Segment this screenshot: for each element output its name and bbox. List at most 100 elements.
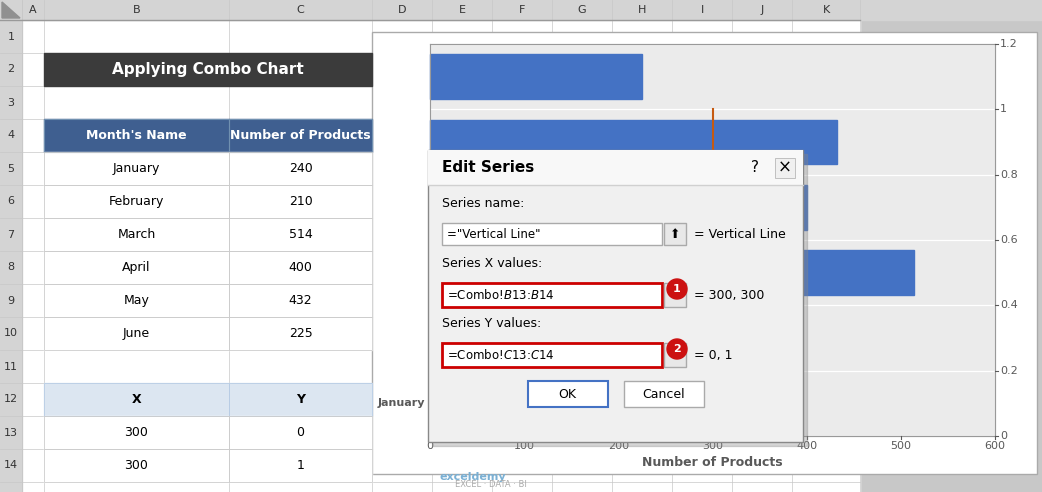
Bar xyxy=(372,32,1037,474)
Bar xyxy=(430,316,627,360)
Bar xyxy=(428,150,803,185)
Text: 514: 514 xyxy=(289,228,313,241)
Bar xyxy=(44,119,229,152)
Circle shape xyxy=(667,339,687,359)
Text: 0: 0 xyxy=(426,441,433,451)
Text: ⬆: ⬆ xyxy=(670,348,680,362)
Text: 500: 500 xyxy=(890,441,912,451)
Bar xyxy=(44,416,229,449)
Bar xyxy=(775,158,795,178)
Bar xyxy=(229,449,372,482)
Bar xyxy=(229,152,372,185)
Bar xyxy=(430,381,656,426)
Bar xyxy=(229,284,372,317)
Text: 7: 7 xyxy=(7,229,15,240)
Text: 0.8: 0.8 xyxy=(1000,170,1018,180)
Text: March: March xyxy=(118,228,155,241)
Bar xyxy=(44,251,229,284)
Text: 300: 300 xyxy=(125,459,148,472)
Bar xyxy=(44,317,229,350)
Bar xyxy=(44,218,229,251)
Text: 1: 1 xyxy=(7,31,15,41)
Text: 2: 2 xyxy=(673,344,680,354)
Text: 432: 432 xyxy=(289,294,313,307)
Text: Y: Y xyxy=(296,393,305,406)
Bar xyxy=(44,284,229,317)
Text: 0: 0 xyxy=(1000,431,1007,441)
Bar xyxy=(430,250,914,295)
Text: J: J xyxy=(761,5,764,15)
Text: 300: 300 xyxy=(702,441,723,451)
Text: D: D xyxy=(398,5,406,15)
Text: 240: 240 xyxy=(289,162,313,175)
Text: Number of Products: Number of Products xyxy=(642,456,783,469)
Bar xyxy=(428,150,803,442)
Text: B: B xyxy=(132,5,141,15)
Text: OK: OK xyxy=(559,388,576,400)
Bar xyxy=(664,223,686,245)
Text: ⬆: ⬆ xyxy=(670,227,680,241)
Text: ×: × xyxy=(778,159,792,177)
Text: ⬆: ⬆ xyxy=(670,288,680,302)
Bar xyxy=(442,343,662,367)
Text: 1: 1 xyxy=(1000,104,1007,114)
Text: 400: 400 xyxy=(796,441,817,451)
Bar xyxy=(229,416,372,449)
Text: 9: 9 xyxy=(7,296,15,306)
Text: 10: 10 xyxy=(4,329,18,338)
Text: 3: 3 xyxy=(7,97,15,107)
Text: = 0, 1: = 0, 1 xyxy=(694,348,733,362)
Text: X: X xyxy=(131,393,142,406)
Text: 6: 6 xyxy=(7,196,15,207)
Bar xyxy=(229,218,372,251)
Text: = Vertical Line: = Vertical Line xyxy=(694,227,786,241)
Bar xyxy=(44,416,229,449)
Text: 0.2: 0.2 xyxy=(1000,366,1018,376)
Bar xyxy=(22,20,860,492)
Text: 300: 300 xyxy=(125,426,148,439)
Text: April: April xyxy=(122,261,151,274)
Bar xyxy=(229,284,372,317)
Bar xyxy=(432,154,807,446)
Text: C: C xyxy=(297,5,304,15)
Polygon shape xyxy=(2,2,20,18)
Bar xyxy=(229,317,372,350)
Bar xyxy=(229,317,372,350)
Text: 0.6: 0.6 xyxy=(1000,235,1018,245)
Bar xyxy=(229,152,372,185)
Text: 1: 1 xyxy=(297,459,304,472)
Text: Series name:: Series name: xyxy=(442,197,524,210)
Bar xyxy=(430,185,807,230)
Bar xyxy=(229,119,372,152)
Text: I: I xyxy=(700,5,703,15)
Text: 12: 12 xyxy=(4,395,18,404)
Bar xyxy=(430,120,837,164)
Text: Series X values:: Series X values: xyxy=(442,257,542,270)
Text: Cancel: Cancel xyxy=(642,388,685,400)
Text: Number of Products: Number of Products xyxy=(230,129,371,142)
Text: 8: 8 xyxy=(7,263,15,273)
Text: 4: 4 xyxy=(7,130,15,141)
Text: June: June xyxy=(123,327,150,340)
Text: 210: 210 xyxy=(289,195,313,208)
Text: =Combo!$B$13:$B$14: =Combo!$B$13:$B$14 xyxy=(447,288,554,302)
Text: 225: 225 xyxy=(289,327,313,340)
Bar xyxy=(229,449,372,482)
Text: May: May xyxy=(124,294,149,307)
Text: 14: 14 xyxy=(4,461,18,470)
Bar xyxy=(229,185,372,218)
Bar xyxy=(664,283,686,307)
Bar xyxy=(44,185,229,218)
Text: Applying Combo Chart: Applying Combo Chart xyxy=(113,62,304,77)
Text: F: F xyxy=(519,5,525,15)
Bar xyxy=(44,317,229,350)
Bar xyxy=(0,0,1042,20)
Text: exceldemy: exceldemy xyxy=(440,472,506,482)
Text: ="Vertical Line": ="Vertical Line" xyxy=(447,227,541,241)
Bar xyxy=(229,383,372,416)
Text: EXCEL · DATA · BI: EXCEL · DATA · BI xyxy=(455,480,527,489)
Bar xyxy=(229,251,372,284)
Bar xyxy=(44,152,229,185)
Bar xyxy=(664,343,686,367)
Bar xyxy=(527,381,607,407)
